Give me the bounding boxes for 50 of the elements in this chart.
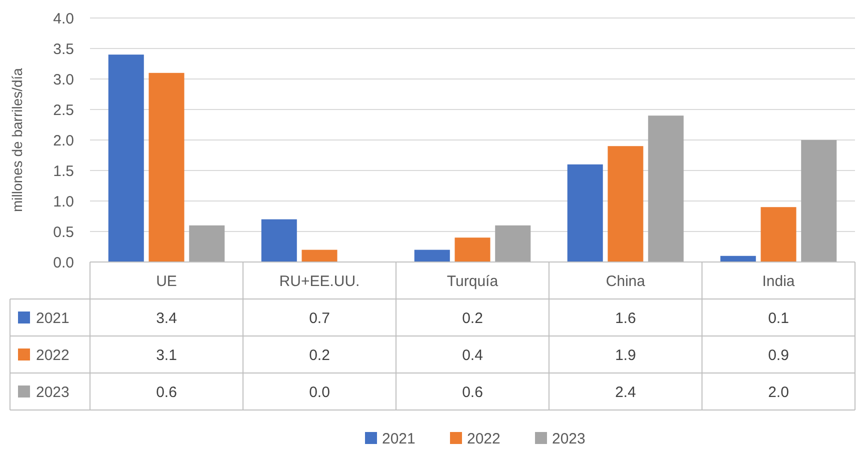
y-tick-label: 1.0 [53, 193, 74, 210]
data-label: 0.2 [462, 310, 483, 327]
x-tick-label: India [762, 272, 796, 290]
data-label: 0.2 [309, 346, 330, 364]
bar [760, 207, 796, 262]
y-tick-label: 2.0 [53, 132, 74, 150]
data-label: 3.1 [156, 346, 177, 364]
bar [720, 256, 756, 262]
x-tick-label: China [606, 272, 646, 290]
data-label: 1.6 [615, 310, 636, 327]
legend-label: 2022 [36, 346, 70, 364]
data-label: 0.7 [309, 310, 330, 327]
legend-label: 2023 [552, 430, 586, 448]
x-tick-label: UE [156, 272, 177, 290]
bar [189, 225, 225, 262]
y-tick-label: 1.5 [53, 162, 74, 180]
y-tick-label: 0.0 [53, 254, 74, 272]
data-label: 0.9 [768, 346, 789, 364]
y-tick-label: 0.5 [53, 224, 74, 241]
bar [495, 225, 531, 262]
data-label: 3.4 [156, 310, 177, 327]
y-tick-label: 4.0 [53, 10, 74, 28]
data-label: 2.0 [768, 384, 789, 401]
bar [454, 238, 490, 262]
bar [648, 116, 684, 262]
bar [801, 140, 837, 262]
text: 2023 [36, 384, 70, 401]
bar [148, 72, 184, 262]
bar [567, 164, 603, 262]
y-tick-label: 2.5 [53, 102, 74, 119]
data-label: 0.6 [156, 384, 177, 401]
text: 2022 [467, 430, 500, 448]
data-label: 0.0 [309, 384, 330, 401]
bar [261, 219, 297, 262]
x-tick-label: Turquía [446, 272, 499, 290]
data-label: 0.4 [462, 346, 483, 364]
data-label: 2.4 [615, 384, 636, 401]
legend-label: 2021 [36, 310, 70, 327]
y-axis-title: millones de barriles/día [9, 68, 25, 212]
data-label: 0.1 [768, 310, 789, 327]
bar [108, 54, 144, 262]
bar [608, 146, 644, 262]
data-label: 0.6 [462, 384, 483, 401]
data-label: 1.9 [615, 346, 636, 364]
text: 2021 [382, 430, 416, 448]
bar [414, 250, 450, 262]
y-tick-label: 3.5 [53, 40, 74, 58]
x-tick-label: RU+EE.UU. [279, 272, 360, 290]
bar [302, 250, 338, 262]
y-tick-label: 3.0 [53, 71, 74, 88]
